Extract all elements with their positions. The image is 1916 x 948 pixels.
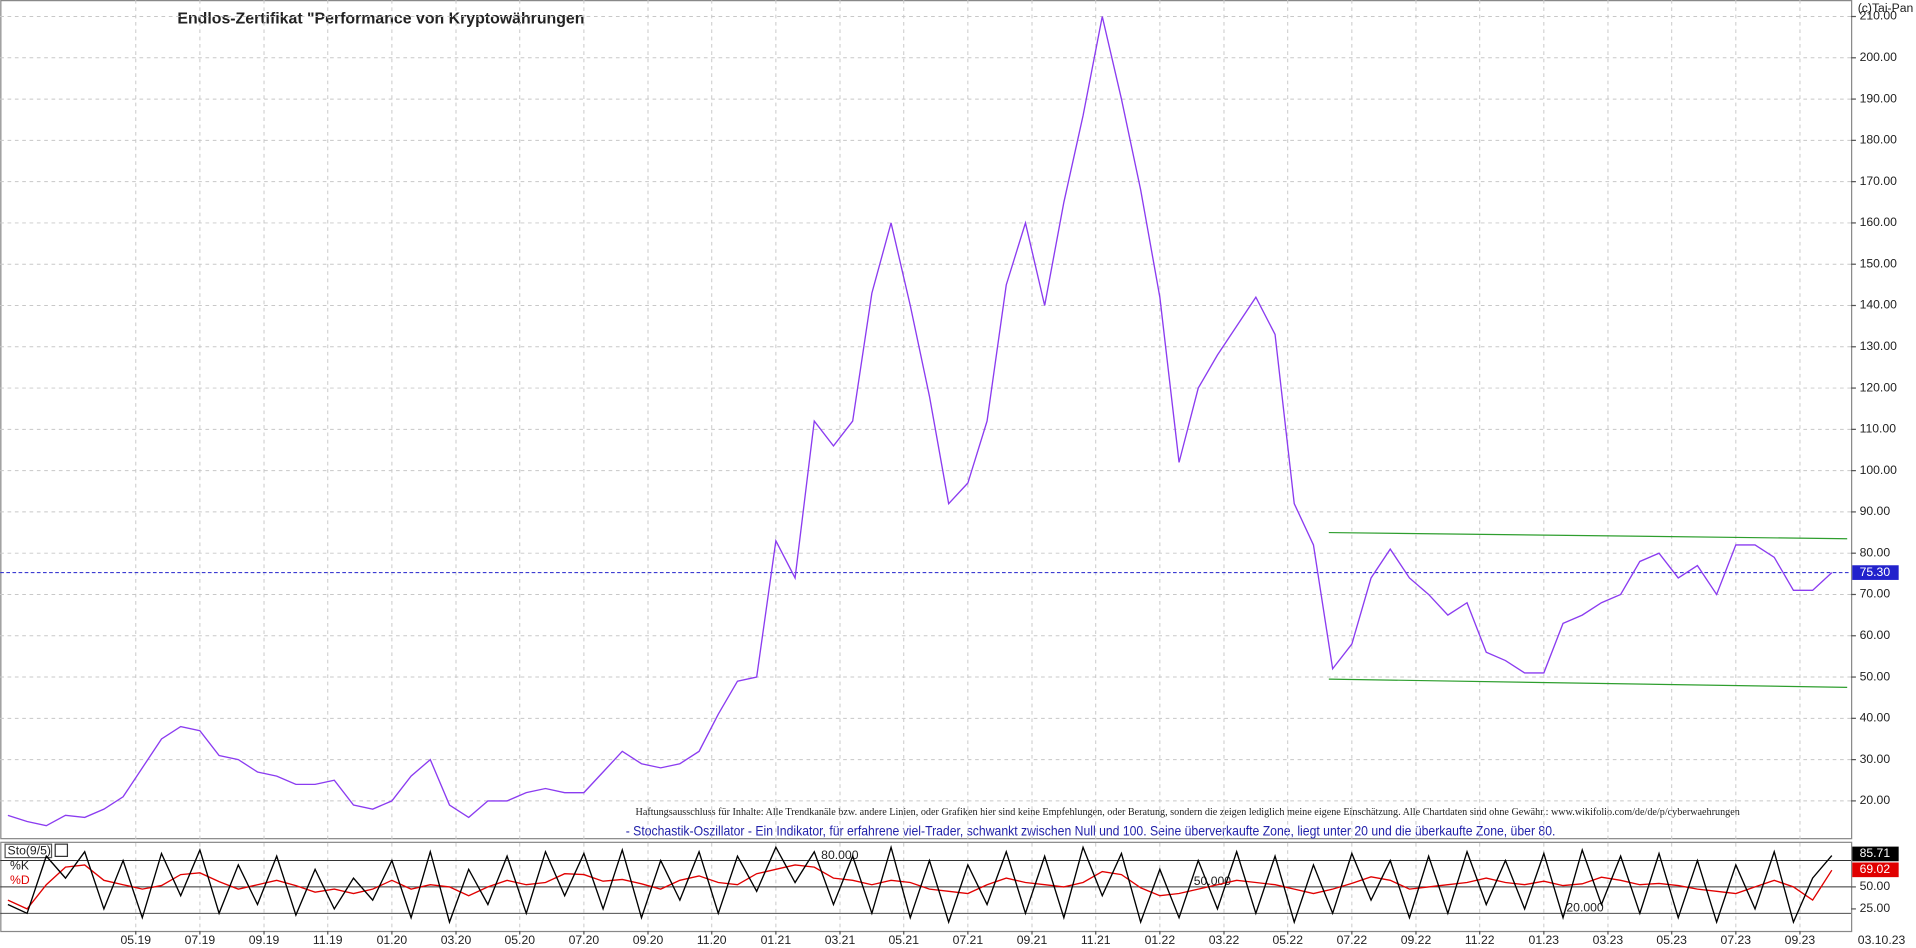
y-tick-label: 50.00	[1860, 879, 1891, 893]
y-tick-label: 150.00	[1860, 256, 1898, 270]
y-tick-label: 70.00	[1860, 587, 1891, 601]
x-tick-label: 03.22	[1209, 933, 1240, 947]
y-tick-label: 180.00	[1860, 133, 1898, 147]
x-tick-label: 07.19	[185, 933, 216, 947]
x-tick-label: 07.23	[1721, 933, 1752, 947]
x-tick-label: 11.19	[313, 933, 343, 947]
y-tick-label: 110.00	[1860, 422, 1897, 436]
x-tick-label: 07.21	[953, 933, 984, 947]
y-tick-label: 190.00	[1860, 91, 1898, 105]
last-value-label: 85.71	[1860, 846, 1891, 860]
y-tick-label: 20.00	[1860, 793, 1891, 807]
date-label: 03.10.23	[1858, 933, 1906, 947]
y-tick-label: 30.00	[1860, 752, 1891, 766]
x-tick-label: 11.21	[1081, 933, 1111, 947]
x-tick-label: 05.21	[888, 933, 919, 947]
level-label: 20.000	[1566, 901, 1604, 915]
y-tick-label: 25.00	[1860, 901, 1891, 915]
y-tick-label: 210.00	[1860, 9, 1898, 23]
y-tick-label: 50.00	[1860, 669, 1891, 683]
last-value-box	[1852, 846, 1899, 862]
oscillator-label-box	[4, 843, 53, 859]
oscillator-description: - Stochastik-Oszillator - Ein Indikator,…	[626, 823, 1556, 838]
chart-title: Endlos-Zertifikat "Performance von Krypt…	[177, 11, 584, 28]
y-tick-label: 90.00	[1860, 504, 1891, 518]
current-label: 75.30	[1860, 565, 1891, 579]
level-label: 50.000	[1194, 874, 1232, 888]
current-box	[1852, 565, 1899, 580]
x-tick-label: 05.19	[120, 933, 151, 947]
y-tick-label: 80.00	[1860, 545, 1891, 559]
x-tick-label: 01.20	[377, 933, 408, 947]
x-tick-label: 09.23	[1785, 933, 1816, 947]
oscillator-line	[7, 844, 1833, 925]
x-tick-label: 03.21	[825, 933, 856, 947]
trendline	[1328, 531, 1848, 540]
x-tick-label: 01.22	[1145, 933, 1176, 947]
y-tick-label: 170.00	[1860, 174, 1898, 188]
y-tick-label: 140.00	[1860, 298, 1898, 312]
x-tick-label: 07.22	[1337, 933, 1368, 947]
x-tick-label: 05.20	[504, 933, 535, 947]
trendline	[1328, 678, 1848, 688]
copyright: (c)Tai-Pan	[1858, 1, 1914, 15]
y-tick-label: 130.00	[1860, 339, 1898, 353]
x-tick-label: 01.21	[761, 933, 792, 947]
oscillator-line	[7, 864, 1833, 910]
x-tick-label: 07.20	[569, 933, 600, 947]
add-button[interactable]	[54, 843, 69, 857]
x-tick-label: 11.22	[1465, 933, 1495, 947]
y-tick-label: 100.00	[1860, 463, 1898, 477]
level-label: 80.000	[821, 848, 859, 862]
x-tick-label: 05.23	[1656, 933, 1687, 947]
x-tick-label: 03.20	[441, 933, 472, 947]
x-tick-label: 09.19	[249, 933, 280, 947]
x-tick-label: 01.23	[1529, 933, 1560, 947]
x-tick-label: 09.21	[1017, 933, 1048, 947]
x-tick-label: 05.22	[1272, 933, 1303, 947]
legend-d: %D	[10, 873, 30, 887]
x-tick-label: 09.20	[633, 933, 664, 947]
y-tick-label: 120.00	[1860, 380, 1898, 394]
x-tick-label: 09.22	[1401, 933, 1432, 947]
price-line	[7, 16, 1833, 827]
x-tick-label: 03.23	[1593, 933, 1624, 947]
legend-k: %K	[10, 858, 29, 872]
y-tick-label: 160.00	[1860, 215, 1898, 229]
last-value-label: 69.02	[1860, 862, 1891, 876]
last-value-box	[1852, 862, 1899, 878]
y-tick-label: 60.00	[1860, 628, 1891, 642]
oscillator-label: Sto(9/5)	[8, 844, 51, 858]
x-tick-label: 11.20	[697, 933, 727, 947]
y-tick-label: 40.00	[1860, 711, 1891, 725]
disclaimer: Haftungsausschluss für Inhalte: Alle Tre…	[635, 806, 1740, 818]
main-pane	[0, 0, 1853, 840]
y-tick-label: 200.00	[1860, 50, 1898, 64]
